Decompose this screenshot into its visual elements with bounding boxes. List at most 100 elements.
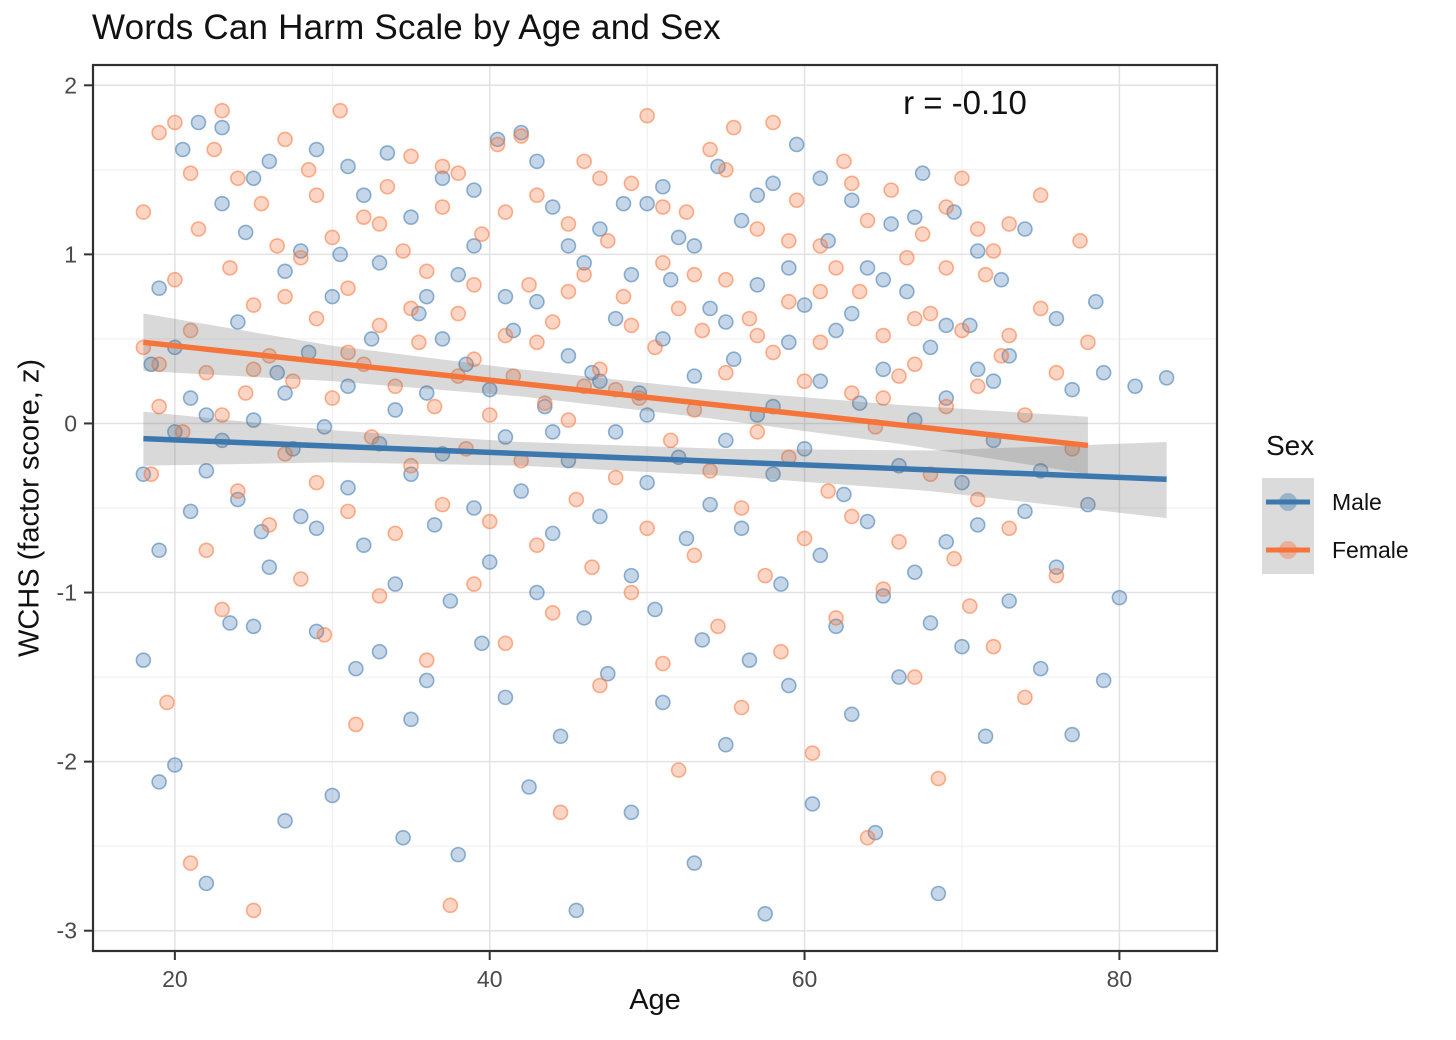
- data-point: [285, 373, 301, 389]
- data-point: [702, 300, 718, 317]
- data-point: [662, 432, 679, 449]
- data-point: [836, 486, 852, 503]
- data-point: [403, 711, 419, 728]
- data-point: [938, 260, 955, 276]
- data-point: [938, 199, 955, 215]
- data-point: [804, 796, 821, 812]
- data-point: [796, 441, 813, 457]
- data-point: [560, 412, 577, 428]
- data-point: [348, 716, 364, 733]
- data-point: [1127, 378, 1143, 395]
- data-point: [442, 593, 459, 609]
- data-point: [647, 339, 663, 356]
- data-point: [1080, 496, 1096, 513]
- y-tick-label: 1: [64, 241, 77, 267]
- legend-label-female: Female: [1332, 536, 1409, 563]
- data-point: [891, 368, 907, 384]
- data-point: [277, 288, 293, 305]
- x-tick-label: 40: [477, 966, 503, 992]
- data-point: [355, 209, 372, 225]
- data-point: [387, 402, 404, 418]
- data-point: [1001, 348, 1018, 364]
- data-point: [308, 187, 325, 203]
- axes: 20 40 60 80 -3 -2 -1 0 1 2: [57, 63, 1219, 992]
- data-point: [340, 479, 356, 496]
- data-point: [560, 238, 577, 254]
- data-point: [639, 195, 655, 212]
- data-point: [411, 334, 427, 351]
- y-tick-label: -3: [57, 918, 77, 944]
- data-point: [938, 317, 955, 334]
- data-point: [899, 283, 915, 300]
- data-point: [395, 829, 411, 846]
- data-point: [261, 153, 278, 170]
- data-point: [702, 141, 718, 158]
- data-point: [757, 906, 773, 922]
- gridlines-minor: [93, 65, 1217, 951]
- data-point: [552, 728, 569, 745]
- gridlines-major: [93, 65, 1217, 951]
- data-point: [505, 322, 522, 339]
- data-point: [1017, 503, 1033, 520]
- trend-line-female: [143, 339, 1089, 449]
- data-point: [686, 266, 703, 283]
- data-point: [230, 314, 246, 330]
- data-point: [623, 317, 640, 334]
- legend-item-female: Female: [1262, 526, 1409, 574]
- data-point: [497, 204, 514, 220]
- data-point: [198, 364, 215, 381]
- data-point: [592, 221, 608, 237]
- data-point: [757, 567, 773, 584]
- data-point: [230, 491, 246, 508]
- data-point: [655, 199, 671, 215]
- data-point: [812, 334, 829, 351]
- data-point: [269, 364, 285, 381]
- data-point: [820, 233, 836, 249]
- data-point: [749, 424, 766, 440]
- data-point: [143, 466, 160, 482]
- data-point: [214, 102, 230, 119]
- data-point: [1017, 221, 1033, 237]
- data-point: [135, 466, 152, 482]
- data-point: [418, 672, 435, 689]
- x-tick-label: 80: [1107, 966, 1133, 992]
- data-point: [379, 145, 396, 161]
- data-point: [639, 407, 655, 423]
- data-point: [875, 581, 892, 597]
- data-point: [466, 277, 482, 293]
- data-point: [576, 610, 592, 626]
- points-male: [135, 114, 1175, 922]
- data-point: [993, 271, 1010, 288]
- data-point: [733, 520, 750, 537]
- data-point: [529, 584, 545, 601]
- data-point: [962, 598, 978, 614]
- data-point: [843, 385, 860, 401]
- data-point: [615, 195, 632, 212]
- data-point: [529, 187, 545, 203]
- data-point: [969, 491, 986, 508]
- data-point: [552, 804, 569, 821]
- data-point: [167, 271, 183, 288]
- data-point: [308, 310, 325, 327]
- data-point: [442, 897, 459, 914]
- data-point: [237, 385, 254, 401]
- data-point: [308, 141, 325, 158]
- data-point: [489, 136, 506, 153]
- data-point: [607, 469, 624, 486]
- data-point: [182, 322, 199, 339]
- data-point: [576, 266, 592, 283]
- data-point: [954, 638, 970, 655]
- data-point: [403, 466, 419, 482]
- data-point: [812, 283, 829, 300]
- data-point: [261, 517, 278, 533]
- data-point: [639, 474, 655, 491]
- x-axis-title: Age: [629, 984, 681, 1016]
- data-point: [875, 327, 892, 344]
- data-point: [135, 652, 152, 668]
- data-point: [537, 395, 553, 411]
- data-point: [977, 266, 994, 283]
- data-point: [954, 474, 970, 491]
- data-point: [592, 170, 608, 187]
- data-point: [355, 187, 372, 203]
- data-point: [906, 310, 923, 327]
